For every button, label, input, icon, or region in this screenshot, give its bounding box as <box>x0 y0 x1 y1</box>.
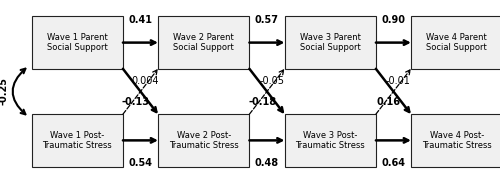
Text: 0.57: 0.57 <box>255 15 279 25</box>
Text: -0.05: -0.05 <box>259 76 284 86</box>
Text: -0.01: -0.01 <box>386 76 410 86</box>
Text: Wave 1 Parent
Social Support: Wave 1 Parent Social Support <box>47 33 108 52</box>
Text: 0.54: 0.54 <box>128 158 152 168</box>
Text: 0.48: 0.48 <box>255 158 279 168</box>
FancyBboxPatch shape <box>158 16 250 69</box>
FancyBboxPatch shape <box>284 16 376 69</box>
FancyBboxPatch shape <box>32 114 123 166</box>
Text: Wave 3 Post-
Traumatic Stress: Wave 3 Post- Traumatic Stress <box>296 131 365 150</box>
Text: Wave 1 Post-
Traumatic Stress: Wave 1 Post- Traumatic Stress <box>42 131 112 150</box>
Text: 0.90: 0.90 <box>382 15 406 25</box>
Text: Wave 3 Parent
Social Support: Wave 3 Parent Social Support <box>300 33 360 52</box>
FancyBboxPatch shape <box>158 114 250 166</box>
FancyBboxPatch shape <box>284 114 376 166</box>
Text: Wave 4 Parent
Social Support: Wave 4 Parent Social Support <box>426 33 487 52</box>
FancyBboxPatch shape <box>32 16 123 69</box>
Text: -0.13: -0.13 <box>122 97 150 107</box>
Text: -0.18: -0.18 <box>248 97 276 107</box>
Text: Wave 4 Post-
Traumatic Stress: Wave 4 Post- Traumatic Stress <box>422 131 492 150</box>
Text: 0.16: 0.16 <box>376 97 400 107</box>
Text: Wave 2 Post-
Traumatic Stress: Wave 2 Post- Traumatic Stress <box>169 131 238 150</box>
Text: 0.004: 0.004 <box>132 76 159 86</box>
Text: -0.25: -0.25 <box>0 77 8 105</box>
FancyBboxPatch shape <box>411 16 500 69</box>
Text: 0.64: 0.64 <box>382 158 406 168</box>
Text: Wave 2 Parent
Social Support: Wave 2 Parent Social Support <box>174 33 234 52</box>
Text: 0.41: 0.41 <box>128 15 152 25</box>
FancyBboxPatch shape <box>411 114 500 166</box>
